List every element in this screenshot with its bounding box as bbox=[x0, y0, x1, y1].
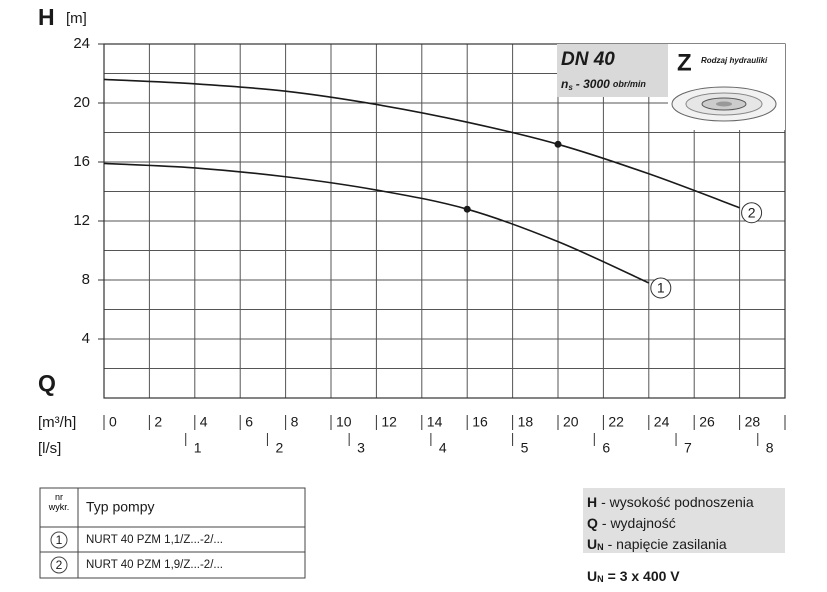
x-tick-label: 24 bbox=[654, 414, 670, 430]
x-tick-label: 4 bbox=[200, 414, 208, 430]
table-header-type: Typ pompy bbox=[86, 499, 154, 515]
speed-symbol: n bbox=[561, 77, 568, 91]
x2-tick-label: 3 bbox=[357, 440, 365, 456]
x-tick-label: 12 bbox=[381, 414, 397, 430]
note: Q- wydajność bbox=[587, 515, 676, 531]
pump-curve bbox=[103, 78, 740, 209]
note: UN - napięcie zasilania bbox=[587, 536, 727, 553]
voltage-symbol: U bbox=[587, 568, 597, 584]
legend-table bbox=[39, 487, 306, 579]
x2-tick-label: 7 bbox=[684, 440, 692, 456]
x2-tick-label: 8 bbox=[766, 440, 774, 456]
pump-curve bbox=[103, 162, 650, 284]
row-type: NURT 40 PZM 1,1/Z...-2/... bbox=[86, 534, 223, 546]
x2-unit: [l/s] bbox=[38, 440, 61, 457]
x-tick-label: 14 bbox=[427, 414, 443, 430]
plot-frame bbox=[103, 43, 786, 399]
voltage: UN = 3 x 400 V bbox=[587, 568, 680, 585]
note-symbol: Q bbox=[587, 515, 598, 531]
row-circle bbox=[50, 531, 68, 549]
hydraulics-symbol: Z bbox=[677, 49, 692, 76]
table-frame bbox=[39, 487, 306, 579]
note-text: - wydajność bbox=[602, 515, 676, 531]
y-tick-label: 24 bbox=[73, 35, 90, 52]
x-tick-label: 20 bbox=[563, 414, 579, 430]
y-unit: [m] bbox=[66, 10, 87, 27]
table-header-cell: nr wykr. bbox=[48, 492, 70, 512]
x-symbol: Q bbox=[38, 370, 56, 396]
operating-point bbox=[554, 140, 562, 148]
x2-tick-label: 1 bbox=[194, 440, 202, 456]
x2-tick-label: 5 bbox=[521, 440, 529, 456]
y-tick-label: 8 bbox=[82, 271, 90, 288]
note-symbol: H bbox=[587, 494, 597, 510]
operating-point bbox=[463, 205, 471, 213]
row-circle bbox=[50, 556, 68, 574]
x-tick-label: 10 bbox=[336, 414, 352, 430]
info-box bbox=[557, 44, 668, 97]
curve-label: 1 bbox=[657, 280, 665, 296]
curve-label-circle bbox=[741, 202, 763, 224]
impeller-icon bbox=[671, 86, 777, 122]
row-number: 2 bbox=[56, 558, 63, 572]
speed-value: - 3000 bbox=[576, 77, 610, 91]
x-tick-label: 0 bbox=[109, 414, 117, 430]
x-tick-label: 26 bbox=[699, 414, 715, 430]
x-tick-label: 28 bbox=[745, 414, 761, 430]
note: H- wysokość podnoszenia bbox=[587, 494, 754, 510]
dn-title: DN 40 bbox=[561, 49, 615, 70]
voltage-sub: N bbox=[597, 574, 604, 584]
curve-label-circle bbox=[650, 277, 672, 299]
x-unit: [m³/h] bbox=[38, 414, 76, 431]
speed-unit: obr/min bbox=[613, 79, 647, 89]
table-header-nr: nr wykr. bbox=[48, 492, 70, 512]
x2-tick-label: 2 bbox=[275, 440, 283, 456]
speed-sub: s bbox=[568, 83, 573, 92]
voltage-text: = 3 x 400 V bbox=[608, 568, 681, 584]
y-tick-label: 20 bbox=[73, 94, 90, 111]
hydraulics-label: Rodzaj hydrauliki bbox=[701, 56, 768, 65]
row-number: 1 bbox=[56, 533, 63, 547]
y-tick-label: 4 bbox=[82, 330, 90, 347]
x-tick-label: 2 bbox=[154, 414, 162, 430]
y-symbol: H bbox=[38, 4, 55, 30]
x-tick-label: 8 bbox=[291, 414, 299, 430]
curve-label: 2 bbox=[748, 204, 756, 220]
note-sub: N bbox=[597, 542, 604, 552]
x-tick-label: 6 bbox=[245, 414, 253, 430]
y-tick-label: 16 bbox=[73, 153, 90, 170]
impeller-hub bbox=[716, 101, 732, 107]
note-symbol: U bbox=[587, 536, 597, 552]
speed: ns - 3000 obr/min bbox=[561, 77, 646, 92]
x-tick-label: 16 bbox=[472, 414, 488, 430]
row-type: NURT 40 PZM 1,9/Z...-2/... bbox=[86, 559, 223, 571]
notes-box bbox=[583, 488, 785, 553]
x2-tick-label: 6 bbox=[602, 440, 610, 456]
x-tick-label: 22 bbox=[608, 414, 624, 430]
note-text: - napięcie zasilania bbox=[608, 536, 727, 552]
x2-tick-label: 4 bbox=[439, 440, 447, 456]
x-tick-label: 18 bbox=[518, 414, 534, 430]
note-text: - wysokość podnoszenia bbox=[601, 494, 754, 510]
y-tick-label: 12 bbox=[73, 212, 90, 229]
